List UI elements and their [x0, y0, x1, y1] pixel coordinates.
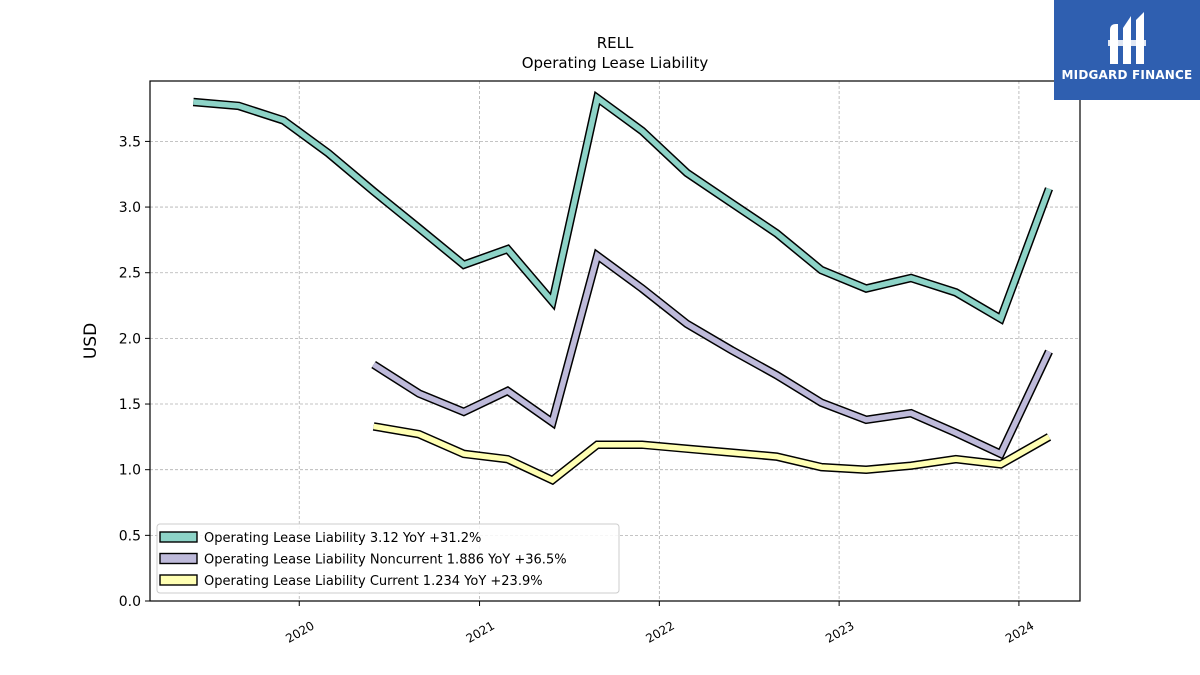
logo-text: MIDGARD FINANCE: [1061, 68, 1193, 82]
y-tick-label: 0.5: [119, 528, 141, 544]
y-tick-label: 0.0: [119, 594, 141, 610]
series-line-stroke: [193, 93, 1052, 323]
legend-swatch: [159, 552, 198, 565]
y-axis-ticks: 0.0 0.5 1.0 1.5 2.0 2.5 3.0 3.5: [119, 134, 150, 610]
legend-frame: [156, 523, 620, 594]
plot-frame: [149, 80, 1081, 602]
grid: [150, 81, 1080, 602]
legend-label: Operating Lease Liability Current 1.234 …: [204, 574, 543, 589]
series-lines: [192, 90, 1053, 486]
x-tick-label: 2022: [643, 618, 676, 645]
series-line-outline: [192, 90, 1053, 325]
chart-title: RELL: [597, 34, 634, 52]
series-line: [192, 90, 1053, 325]
y-tick-label: 1.0: [119, 463, 141, 479]
legend: Operating Lease Liability 3.12 YoY +31.2…: [156, 523, 620, 594]
x-tick-label: 2023: [823, 618, 856, 645]
series-line: [371, 248, 1053, 460]
y-tick-label: 3.5: [119, 134, 141, 150]
legend-swatch: [159, 531, 198, 543]
y-tick-label: 2.5: [119, 266, 141, 282]
chart-subtitle: Operating Lease Liability: [522, 54, 709, 72]
x-tick-label: 2024: [1003, 618, 1036, 645]
y-tick-label: 3.0: [119, 200, 141, 216]
legend-swatch: [159, 574, 198, 586]
legend-label: Operating Lease Liability Noncurrent 1.8…: [204, 553, 567, 568]
legend-item: Operating Lease Liability Noncurrent 1.8…: [159, 552, 567, 568]
legend-item: Operating Lease Liability Current 1.234 …: [159, 574, 543, 589]
x-tick-label: 2020: [283, 618, 316, 645]
logo-mark-icon: [1108, 12, 1146, 64]
series-line-stroke: [372, 251, 1052, 458]
brand-logo: MIDGARD FINANCE: [1054, 0, 1200, 100]
series-line-stroke: [373, 423, 1051, 484]
y-tick-label: 2.0: [119, 331, 141, 347]
series-line: [372, 422, 1052, 486]
x-tick-label: 2021: [464, 618, 497, 645]
y-tick-label: 1.5: [119, 397, 141, 413]
x-axis-ticks: 2020 2021 2022 2023 2024: [283, 601, 1036, 646]
legend-item: Operating Lease Liability 3.12 YoY +31.2…: [159, 531, 481, 546]
y-axis-label: USD: [81, 323, 101, 359]
legend-label: Operating Lease Liability 3.12 YoY +31.2…: [204, 531, 481, 546]
